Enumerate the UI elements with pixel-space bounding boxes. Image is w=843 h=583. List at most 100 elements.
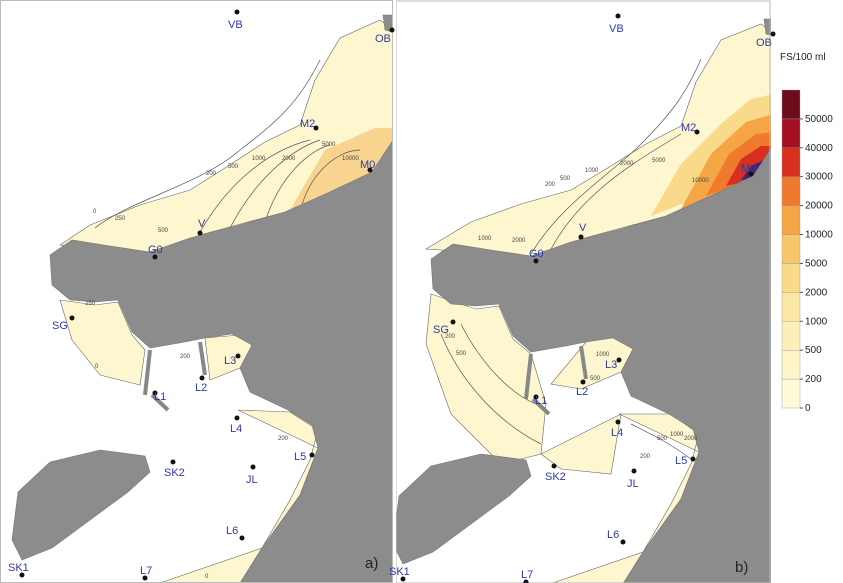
station-dot (239, 535, 245, 541)
contour-label: 1000 (670, 432, 684, 438)
station-label: L3 (224, 355, 236, 367)
legend-swatch (781, 234, 801, 264)
station-label: SK2 (545, 471, 566, 483)
legend-swatch (781, 378, 801, 409)
station-dot (400, 576, 406, 582)
contour-label: 2000 (512, 238, 526, 244)
contour-label: 1000 (478, 236, 492, 242)
station-label: SG (52, 320, 68, 332)
legend-tick-label: 5000 (805, 258, 828, 269)
station-label: SK1 (389, 566, 410, 578)
station-dot (748, 171, 754, 177)
contour-label: 0 (95, 364, 99, 370)
legend-tick-label: 200 (805, 374, 822, 385)
station-dot (367, 167, 373, 173)
contour-label: 200 (640, 454, 651, 460)
station-dot (631, 468, 637, 474)
panel-frame (396, 0, 771, 583)
station-label: VB (609, 23, 624, 35)
contour-label: 10000 (342, 156, 359, 162)
station-dot (197, 230, 203, 236)
station-dot (533, 258, 539, 264)
legend-swatch (781, 321, 801, 351)
station-label: L4 (611, 427, 623, 439)
panel-b (396, 0, 771, 583)
legend-tick-label: 10000 (805, 230, 833, 241)
station-label: M2 (681, 122, 696, 134)
station-label: L7 (140, 565, 152, 577)
station-dot (615, 419, 621, 425)
station-label: OB (756, 37, 772, 49)
station-label: SK1 (8, 562, 29, 574)
contour-label: 1000 (596, 352, 610, 358)
station-label: L5 (675, 455, 687, 467)
legend-title: FS/100 ml (780, 52, 826, 63)
station-dot (770, 31, 776, 37)
contour-label: 500 (456, 351, 467, 357)
station-label: JL (627, 478, 639, 490)
legend-tick-label: 50000 (805, 114, 833, 125)
station-label: L2 (195, 382, 207, 394)
contour-label: 500 (560, 176, 571, 182)
contour-label: 200 (206, 171, 217, 177)
station-dot (199, 375, 205, 381)
station-label: L4 (230, 423, 242, 435)
legend-swatch (781, 89, 801, 120)
station-label: SG (433, 324, 449, 336)
station-dot (616, 357, 622, 363)
contour-label: 0 (93, 209, 97, 215)
legend-tick-label: 0 (805, 403, 811, 414)
station-dot (551, 463, 557, 469)
contour-label: 500 (657, 436, 668, 442)
legend-swatch (781, 263, 801, 293)
station-dot (309, 452, 315, 458)
contour-label: 200 (278, 436, 289, 442)
contour-label: 200 (180, 354, 191, 360)
station-dot (533, 394, 539, 400)
station-label: L3 (605, 359, 617, 371)
legend-tick-label: 30000 (805, 172, 833, 183)
station-label: L7 (521, 569, 533, 581)
contour-label: 2000 (282, 156, 296, 162)
panel-label: b) (735, 559, 748, 576)
station-label: M0 (360, 159, 375, 171)
contour-label: 0 (205, 574, 209, 580)
station-dot (234, 9, 240, 15)
legend-tick-label: 500 (805, 345, 822, 356)
legend-tick-label: 2000 (805, 287, 828, 298)
station-label: L1 (154, 391, 166, 403)
station-dot (234, 415, 240, 421)
station-label: G0 (148, 244, 163, 256)
contour-label: 10000 (692, 178, 709, 184)
station-label: VB (228, 19, 243, 31)
station-label: M2 (300, 118, 315, 130)
station-label: JL (246, 474, 258, 486)
station-dot (389, 27, 395, 33)
station-label: OB (375, 33, 391, 45)
legend-swatch (781, 176, 801, 206)
station-label: M0 (741, 163, 756, 175)
station-dot (19, 572, 25, 578)
legend-tick-label: 40000 (805, 143, 833, 154)
station-label: SK2 (164, 467, 185, 479)
station-dot (250, 464, 256, 470)
station-label: L2 (576, 386, 588, 398)
station-dot (235, 353, 241, 359)
station-dot (152, 390, 158, 396)
station-dot (450, 319, 456, 325)
plume-high (290, 128, 393, 210)
station-label: V (198, 218, 206, 230)
station-label: L6 (226, 525, 238, 537)
station-dot (170, 459, 176, 465)
legend-tick-label: 1000 (805, 316, 828, 327)
station-dot (690, 456, 696, 462)
contour-label: 200 (445, 334, 456, 340)
pier (143, 341, 207, 412)
station-dot (152, 254, 158, 260)
station-dot (313, 125, 319, 131)
station-dot (142, 575, 148, 581)
panel-label: a) (365, 555, 378, 572)
station-dot (578, 234, 584, 240)
legend-tick-label: 20000 (805, 201, 833, 212)
contour (440, 58, 702, 460)
